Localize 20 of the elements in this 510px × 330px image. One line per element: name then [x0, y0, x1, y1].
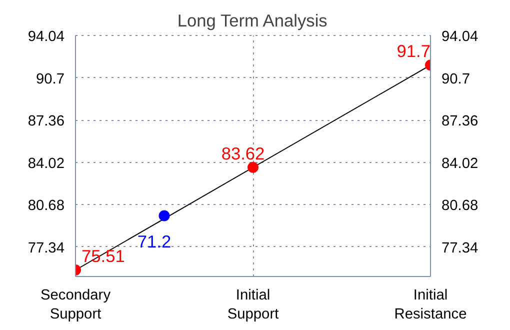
y-tick-label: 90.7 — [36, 71, 65, 88]
x-tick-label: Initial Resistance — [394, 288, 467, 323]
y2-tick-label: 94.04 — [442, 29, 478, 45]
y2-tick-label: 77.34 — [442, 240, 478, 256]
y2-tick-label: 87.36 — [442, 114, 478, 130]
y-tick-label: 80.68 — [28, 198, 65, 214]
y2-tick-label: 80.68 — [442, 198, 478, 214]
y-tick-label: 94.04 — [28, 29, 65, 45]
data-label: 83.62 — [221, 143, 265, 164]
annotation: 71.2 — [137, 232, 172, 252]
x-tick-label: Initial Support — [227, 288, 279, 323]
chart-title: Long Term Analysis — [177, 10, 328, 30]
point — [158, 210, 170, 222]
data-label: 91.7 — [396, 41, 431, 62]
x-tick-label: Secondary Support — [40, 288, 112, 323]
y2-tick-label: 90.7 — [442, 71, 470, 88]
y-tick-label: 77.34 — [28, 240, 65, 256]
y-tick-label: 84.02 — [28, 156, 65, 172]
y-tick-label: 87.36 — [28, 114, 65, 130]
y2-tick-label: 84.02 — [442, 156, 478, 172]
